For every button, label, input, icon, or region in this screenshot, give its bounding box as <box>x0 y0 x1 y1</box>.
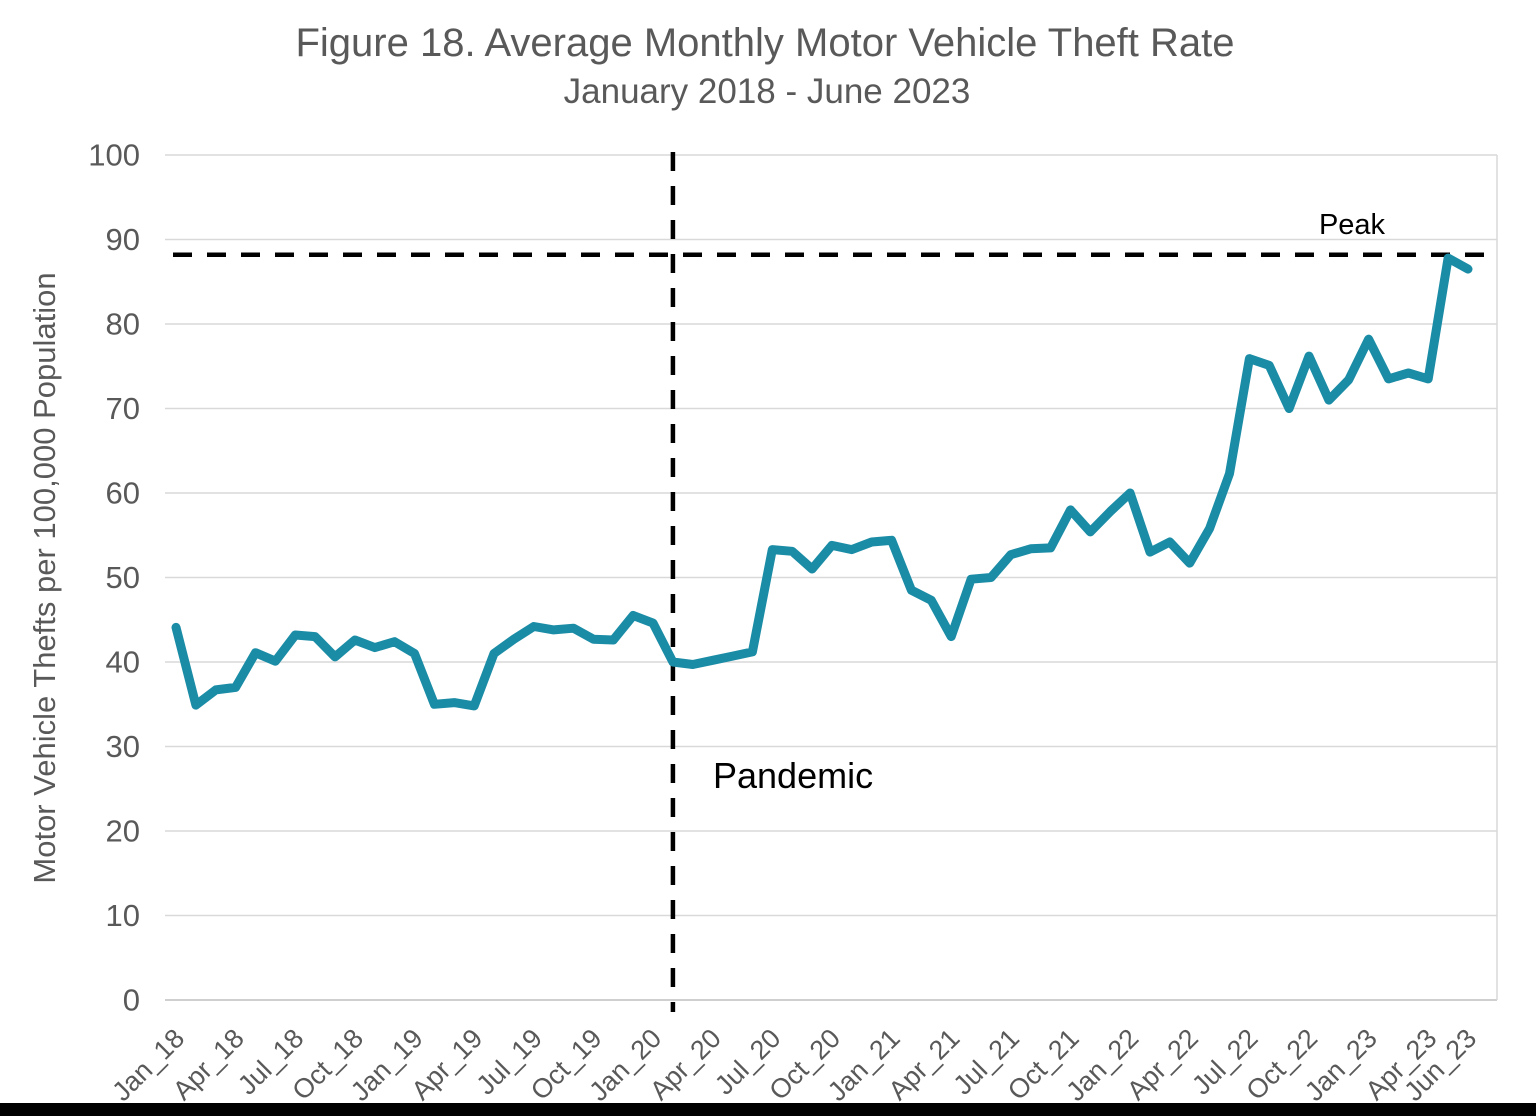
y-tick-label: 50 <box>106 560 140 595</box>
annotation-lines <box>173 152 1490 1012</box>
x-axis-tick-labels: Jan_18Apr_18Jul_18Oct_18Jan_19Apr_19Jul_… <box>106 1023 1482 1104</box>
y-tick-label: 70 <box>106 391 140 426</box>
peak-label: Peak <box>1319 209 1386 241</box>
pandemic-label: Pandemic <box>713 755 873 796</box>
y-axis-tick-labels: 0 10 20 30 40 50 60 70 80 90 100 <box>88 138 140 1018</box>
y-tick-label: 90 <box>106 222 140 257</box>
gridlines <box>165 154 1498 1001</box>
y-tick-label: 10 <box>106 898 140 933</box>
y-tick-label: 30 <box>106 729 140 764</box>
chart-title: Figure 18. Average Monthly Motor Vehicle… <box>295 21 1234 65</box>
y-tick-label: 100 <box>88 138 140 173</box>
y-tick-label: 0 <box>123 983 140 1018</box>
page-bottom-border <box>0 1103 1536 1116</box>
data-series <box>171 253 1473 711</box>
chart-subtitle: January 2018 - June 2023 <box>564 72 971 111</box>
y-tick-label: 20 <box>106 814 140 849</box>
y-tick-label: 60 <box>106 476 140 511</box>
y-tick-label: 80 <box>106 307 140 342</box>
theft-rate-line <box>171 253 1473 711</box>
y-axis-title: Motor Vehicle Thefts per 100,000 Populat… <box>27 272 62 883</box>
y-tick-label: 40 <box>106 645 140 680</box>
